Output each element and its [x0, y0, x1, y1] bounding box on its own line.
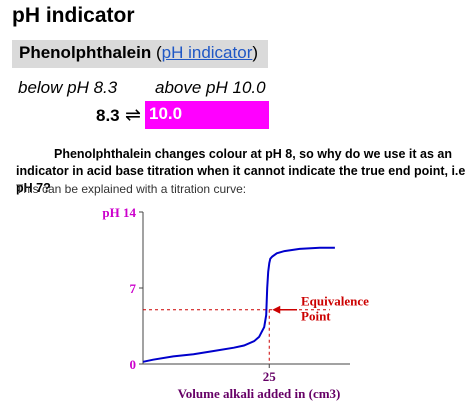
high-value: 10.0: [145, 101, 269, 129]
titration-chart: pH 14 7 0 25 Volume alkali added in (cm3) Equ…: [102, 205, 369, 401]
y-tick-label: 7: [130, 281, 137, 296]
paren-close: ): [252, 43, 259, 62]
indicator-box: Phenolphthalein (pH indicator): [12, 40, 268, 68]
below-label: below pH 8.3: [18, 78, 118, 97]
chart-guides: [143, 305, 330, 364]
indicator-name: Phenolphthalein: [19, 43, 152, 62]
question-text: Phenolphthalein changes colour at pH 8, …: [16, 146, 474, 197]
page-title: pH indicator: [12, 4, 135, 27]
ph-indicator-link[interactable]: pH indicator: [161, 43, 253, 62]
question-body: Phenolphthalein changes colour at pH 8, …: [16, 147, 466, 195]
low-value: 8.3: [96, 106, 120, 125]
y-tick-label: pH 14: [102, 205, 136, 220]
titration-curve-line: [142, 246, 335, 363]
equilibrium-arrows-icon: ⇌: [125, 105, 141, 126]
annotation-arrow-head: [272, 305, 281, 314]
annotation-label-line2: Point: [301, 309, 331, 324]
above-label: above pH 10.0: [155, 78, 266, 97]
x-tick-label: 25: [263, 369, 277, 384]
y-tick-label: 0: [130, 357, 137, 372]
annotation-label-line1: Equivalence: [301, 294, 369, 309]
paren-open: (: [155, 43, 162, 62]
chart-labels: pH 14 7 0 25 Volume alkali added in (cm3) Equ…: [102, 205, 369, 401]
x-axis-label: Volume alkali added in (cm3): [178, 386, 341, 401]
chart-curve-group: [142, 246, 335, 363]
chart-axes: [139, 211, 350, 368]
explanation-text: This can be explained with a titration c…: [16, 182, 247, 196]
indicator-name-line: Phenolphthalein (pH indicator): [19, 43, 258, 63]
